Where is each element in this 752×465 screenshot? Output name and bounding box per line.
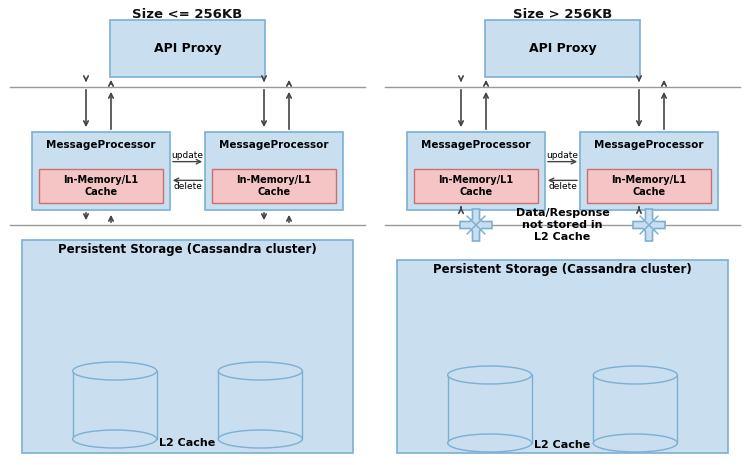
Ellipse shape [218,430,302,448]
FancyBboxPatch shape [397,260,728,453]
FancyBboxPatch shape [110,20,265,77]
FancyBboxPatch shape [32,132,170,210]
FancyBboxPatch shape [212,169,336,203]
FancyBboxPatch shape [407,132,545,210]
Text: delete: delete [173,182,202,192]
Text: MessageProcessor: MessageProcessor [594,140,704,150]
Text: MessageProcessor: MessageProcessor [47,140,156,150]
Text: update: update [547,151,578,159]
Text: API Proxy: API Proxy [153,42,221,55]
Text: L2 Cache: L2 Cache [535,440,590,450]
Polygon shape [633,209,665,241]
Text: delete: delete [548,182,577,192]
Text: Persistent Storage (Cassandra cluster): Persistent Storage (Cassandra cluster) [58,244,317,257]
Text: In-Memory/L1
Cache: In-Memory/L1 Cache [611,175,687,197]
FancyBboxPatch shape [485,20,640,77]
FancyBboxPatch shape [39,169,163,203]
Text: In-Memory/L1
Cache: In-Memory/L1 Cache [236,175,311,197]
Ellipse shape [593,366,678,384]
Text: Size <= 256KB: Size <= 256KB [132,8,243,21]
Ellipse shape [73,362,156,380]
Polygon shape [593,375,678,443]
Polygon shape [73,371,156,439]
FancyBboxPatch shape [587,169,711,203]
Text: Data/Response
not stored in
L2 Cache: Data/Response not stored in L2 Cache [516,208,609,242]
FancyBboxPatch shape [22,240,353,453]
Text: API Proxy: API Proxy [529,42,596,55]
Text: L2 Cache: L2 Cache [159,438,216,448]
Text: update: update [171,151,204,159]
Polygon shape [460,209,492,241]
Ellipse shape [218,362,302,380]
Ellipse shape [447,366,532,384]
Text: Size > 256KB: Size > 256KB [513,8,612,21]
Ellipse shape [447,434,532,452]
Text: Persistent Storage (Cassandra cluster): Persistent Storage (Cassandra cluster) [433,264,692,277]
Polygon shape [447,375,532,443]
Text: In-Memory/L1
Cache: In-Memory/L1 Cache [438,175,514,197]
Text: MessageProcessor: MessageProcessor [421,140,531,150]
FancyBboxPatch shape [205,132,343,210]
FancyBboxPatch shape [580,132,718,210]
Polygon shape [218,371,302,439]
FancyBboxPatch shape [414,169,538,203]
Text: MessageProcessor: MessageProcessor [220,140,329,150]
Text: In-Memory/L1
Cache: In-Memory/L1 Cache [63,175,138,197]
Ellipse shape [593,434,678,452]
Ellipse shape [73,430,156,448]
